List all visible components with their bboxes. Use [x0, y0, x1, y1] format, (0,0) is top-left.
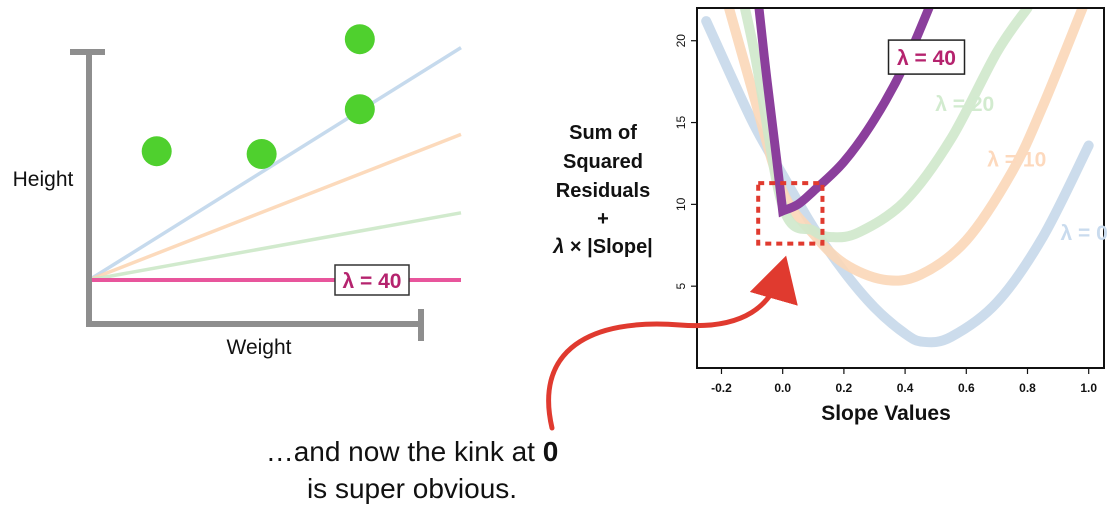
annotation-arrow [546, 255, 798, 431]
x-tick-label: -0.2 [711, 381, 732, 395]
right-series-labels: λ = 40 λ = 20 λ = 10 λ = 0 [887, 39, 1108, 245]
y-label-line-2: Squared [563, 151, 643, 173]
annotation-line-2: is super obvious. [307, 473, 517, 504]
right-curves [701, 8, 1094, 348]
x-tick-label: 0.2 [836, 381, 853, 395]
series-label-box [887, 39, 966, 75]
y-tick-label: 15 [674, 116, 688, 130]
x-tick-label: 0.4 [897, 381, 914, 395]
y-label-line-3: Residuals [556, 180, 650, 202]
series-label: λ = 0 [1060, 222, 1107, 245]
fit-line-10 [88, 132, 462, 282]
y-label-line-4: + [597, 208, 609, 230]
right-x-axis-label: Slope Values [821, 402, 951, 425]
fit-line-20 [88, 211, 462, 282]
left-x-label: Weight [227, 336, 292, 359]
y-label-lambda: λ [552, 236, 564, 258]
fit-line-0 [88, 46, 462, 282]
left-lambda-label: λ = 40 [343, 270, 402, 293]
right-y-axis-label: Sum of Squared Residuals + λ × |Slope| [552, 122, 653, 258]
left-data-points [141, 24, 375, 169]
x-tick-label: 1.0 [1080, 381, 1097, 395]
series-label: λ = 10 [987, 149, 1046, 172]
data-point [246, 139, 277, 169]
y-label-slope-term: × |Slope| [564, 236, 652, 258]
y-label-line-5: λ × |Slope| [552, 236, 653, 258]
data-point [344, 94, 375, 125]
series-label: λ = 20 [935, 93, 994, 116]
series-label: λ = 40 [897, 47, 956, 70]
y-tick-label: 10 [674, 197, 688, 211]
left-lambda-label-box [334, 264, 410, 296]
y-label-line-1: Sum of [569, 122, 637, 144]
x-tick-label: 0.6 [958, 381, 975, 395]
data-point [344, 24, 375, 55]
annotation-line-1: …and now the kink at 0 [266, 436, 559, 467]
annotation-line-1-text: …and now the kink at [266, 436, 543, 467]
curve-lambda-10 [723, 8, 1088, 286]
left-y-label: Height [13, 168, 74, 191]
right-axis-ticks: -0.2 0.0 0.2 0.4 0.6 0.8 1.0 5 10 15 20 [674, 34, 1097, 395]
y-tick-label: 20 [674, 34, 688, 48]
left-fit-lines [88, 46, 462, 282]
right-plot-frame [696, 7, 1105, 369]
curve-lambda-20 [739, 8, 1033, 243]
kink-highlight-box [756, 181, 825, 246]
left-plot: Height Weight λ = 40 [13, 24, 462, 359]
curve-lambda-40 [754, 8, 934, 218]
x-tick-label: 0.8 [1019, 381, 1036, 395]
annotation-zero: 0 [543, 436, 559, 467]
y-tick-label: 5 [674, 283, 688, 290]
x-tick-label: 0.0 [774, 381, 791, 395]
data-point [141, 136, 172, 167]
